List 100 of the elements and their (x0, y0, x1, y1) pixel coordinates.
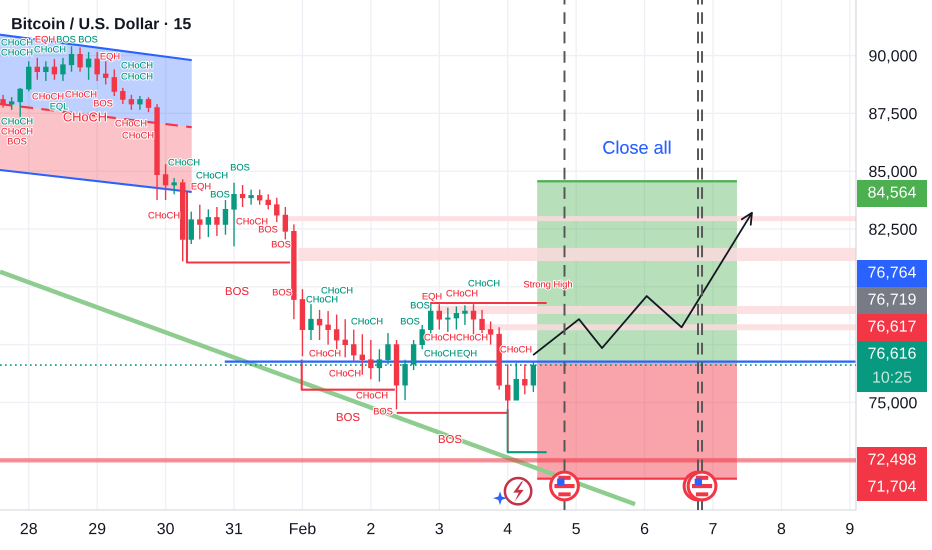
annotation: EQH (422, 292, 442, 302)
annotation: CHoCH (168, 158, 200, 166)
annotation: CHoCH (122, 132, 154, 138)
annotation: CHoCH (236, 218, 268, 224)
candlestick (128, 94, 134, 111)
y-tick-label: 85,000 (869, 166, 917, 179)
candlestick (137, 95, 143, 111)
candlestick (188, 210, 194, 245)
annotation: EQH (458, 350, 476, 358)
annotation: CHoCH (32, 92, 64, 100)
candlestick (462, 304, 468, 326)
annotation: BOS (258, 226, 278, 232)
x-tick-label: 31 (226, 522, 242, 534)
candlestick (146, 96, 152, 113)
y-tick-label: 75,000 (869, 397, 917, 410)
candlestick (52, 58, 58, 80)
candlestick (77, 46, 83, 72)
y-tick-label: 90,000 (869, 50, 917, 64)
text: 76,764 (868, 266, 916, 280)
annotation: BOS (438, 434, 462, 444)
candlestick (488, 320, 494, 346)
candlestick (445, 306, 451, 333)
annotation: BOS (56, 36, 76, 42)
annotation: Strong High (524, 280, 572, 290)
candlestick (34, 57, 40, 80)
text: 72,498 (868, 453, 916, 467)
annotation: CHoCH (196, 172, 228, 178)
candlestick (103, 60, 108, 86)
y-tick-label: 82,500 (869, 224, 917, 237)
annotation: CHoCH (329, 370, 360, 376)
candlestick (266, 194, 271, 210)
candlestick (334, 314, 340, 350)
annotation: CHoCH (121, 62, 152, 68)
annotation: CHoCH (446, 290, 478, 296)
x-tick-label: 9 (846, 522, 854, 534)
annotation: BOS (400, 318, 420, 324)
candlestick (94, 51, 100, 82)
candlestick (68, 46, 74, 72)
candlestick (240, 184, 246, 208)
annotation: CHoCH (468, 280, 500, 286)
candlestick (8, 96, 14, 111)
annotation: BOS (78, 36, 98, 42)
candlestick (112, 68, 117, 97)
y-tick-label: 87,500 (869, 108, 917, 122)
candlestick (86, 51, 92, 80)
text: 76,719 (868, 293, 916, 307)
annotation: CHoCH (321, 286, 352, 294)
candlestick (171, 177, 177, 195)
annotation: Close all (603, 140, 670, 154)
candlestick (197, 204, 203, 240)
annotation: CHoCH (351, 318, 382, 324)
text: Bitcoin / U.S. Dollar · 15 (12, 18, 191, 30)
candlestick (360, 334, 366, 376)
candlestick (316, 309, 322, 341)
annotation: CHoCH (356, 392, 388, 398)
text: 76,616 (868, 347, 916, 361)
candlestick (428, 302, 434, 335)
annotation: CHoCH (1, 118, 32, 124)
candlestick (351, 328, 356, 363)
candlestick (222, 199, 228, 236)
candlestick (26, 60, 32, 92)
annotation: BOS (410, 302, 430, 308)
annotation: BOS (8, 138, 26, 144)
candlestick (17, 87, 23, 118)
x-tick-label: Feb (290, 522, 316, 534)
x-tick-label: 30 (157, 522, 174, 534)
x-tick-label: 7 (709, 523, 717, 534)
candlestick (231, 182, 237, 248)
x-tick-label: 29 (89, 522, 106, 534)
candlestick (206, 208, 212, 238)
text: 10:25 (873, 371, 912, 383)
annotation: BOS (210, 190, 230, 198)
annotation: BOS (226, 286, 249, 296)
x-tick-label: 8 (778, 522, 786, 534)
candlestick (522, 364, 528, 396)
candlestick (419, 324, 425, 350)
x-tick-label: 6 (640, 522, 648, 534)
text: 84,564 (868, 186, 916, 200)
annotation: EQH (100, 52, 120, 62)
annotation: CHoCH (1, 128, 32, 134)
annotation: CHoCH (121, 72, 152, 80)
candlestick (308, 303, 314, 341)
annotation: CHoCH (148, 212, 180, 218)
candlestick (248, 188, 254, 206)
candlestick (454, 306, 460, 330)
candlestick (120, 87, 126, 105)
candlestick (43, 60, 49, 82)
candlestick (368, 339, 374, 380)
x-tick-label: 28 (20, 522, 37, 534)
annotation: BOS (272, 240, 290, 248)
annotation: EQL (50, 102, 68, 112)
annotation: CHoCH (1, 38, 32, 46)
annotation: CHoCH (115, 120, 146, 126)
annotation: CHoCH (1, 48, 32, 56)
candlestick (274, 197, 280, 223)
annotation: BOS (94, 100, 112, 106)
annotation: CHoCH (309, 350, 340, 356)
candlestick (342, 318, 348, 358)
text: 71,704 (868, 480, 916, 494)
annotation: CHoCH (306, 296, 338, 302)
